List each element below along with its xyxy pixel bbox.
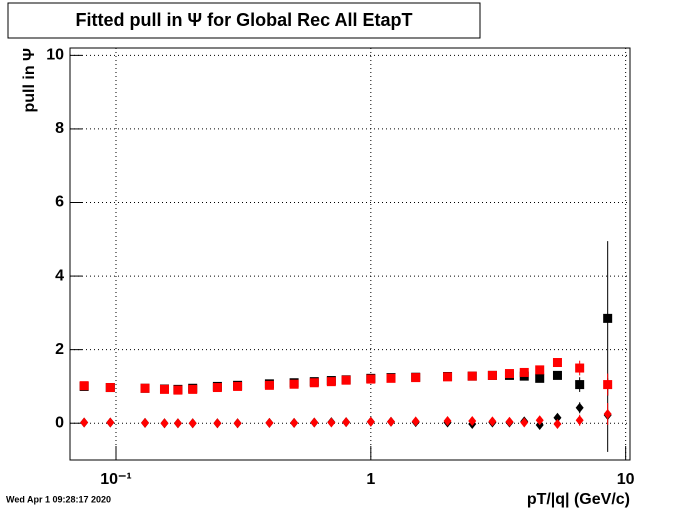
point bbox=[520, 417, 529, 428]
point bbox=[233, 381, 243, 391]
point bbox=[173, 385, 183, 395]
point bbox=[504, 369, 514, 379]
point bbox=[80, 417, 89, 428]
point bbox=[575, 402, 584, 413]
point bbox=[289, 379, 299, 389]
point bbox=[212, 383, 222, 393]
point bbox=[487, 370, 497, 380]
x-tick-label: 10⁻¹ bbox=[100, 471, 132, 488]
point bbox=[188, 418, 197, 429]
x-axis-label: pT/|q| (GeV/c) bbox=[527, 491, 630, 508]
point bbox=[326, 377, 336, 387]
point bbox=[603, 313, 613, 323]
point bbox=[535, 415, 544, 426]
y-tick-label: 6 bbox=[55, 194, 64, 211]
point bbox=[488, 416, 497, 427]
point bbox=[309, 378, 319, 388]
point bbox=[188, 384, 198, 394]
point bbox=[79, 381, 89, 391]
point bbox=[468, 416, 477, 427]
point bbox=[106, 417, 115, 428]
point bbox=[443, 416, 452, 427]
point bbox=[141, 417, 150, 428]
point bbox=[341, 375, 351, 385]
point bbox=[505, 416, 514, 427]
point bbox=[535, 365, 545, 375]
point bbox=[575, 363, 585, 373]
point bbox=[603, 409, 612, 420]
point bbox=[575, 415, 584, 426]
point bbox=[366, 416, 375, 427]
point bbox=[264, 380, 274, 390]
point bbox=[105, 383, 115, 393]
point bbox=[233, 418, 242, 429]
point bbox=[159, 384, 169, 394]
y-tick-label: 10 bbox=[46, 47, 64, 64]
point bbox=[553, 412, 562, 423]
point bbox=[575, 380, 585, 390]
x-tick-label: 1 bbox=[366, 471, 375, 488]
point bbox=[366, 374, 376, 384]
point bbox=[443, 372, 453, 382]
y-axis-label: pull in Ψ bbox=[21, 48, 38, 113]
point bbox=[467, 371, 477, 381]
point bbox=[265, 417, 274, 428]
y-tick-label: 4 bbox=[55, 267, 64, 284]
point bbox=[411, 373, 421, 383]
point bbox=[290, 417, 299, 428]
timestamp: Wed Apr 1 09:28:17 2020 bbox=[6, 494, 111, 504]
x-tick-label: 10 bbox=[617, 471, 635, 488]
point bbox=[310, 417, 319, 428]
point bbox=[160, 418, 169, 429]
y-tick-label: 0 bbox=[55, 414, 64, 431]
point bbox=[387, 416, 396, 427]
point bbox=[552, 370, 562, 380]
point bbox=[552, 358, 562, 368]
point bbox=[535, 373, 545, 383]
point bbox=[173, 418, 182, 429]
point bbox=[140, 383, 150, 393]
plot-frame bbox=[69, 47, 631, 461]
chart-title: Fitted pull in Ψ for Global Rec All Etap… bbox=[76, 10, 413, 30]
title-box bbox=[7, 2, 481, 39]
point bbox=[553, 418, 562, 429]
y-tick-label: 8 bbox=[55, 120, 64, 137]
y-tick-label: 2 bbox=[55, 341, 64, 358]
point bbox=[386, 373, 396, 383]
point bbox=[411, 416, 420, 427]
point bbox=[603, 380, 613, 390]
point bbox=[519, 367, 529, 377]
point bbox=[213, 418, 222, 429]
point bbox=[342, 417, 351, 428]
point bbox=[327, 417, 336, 428]
